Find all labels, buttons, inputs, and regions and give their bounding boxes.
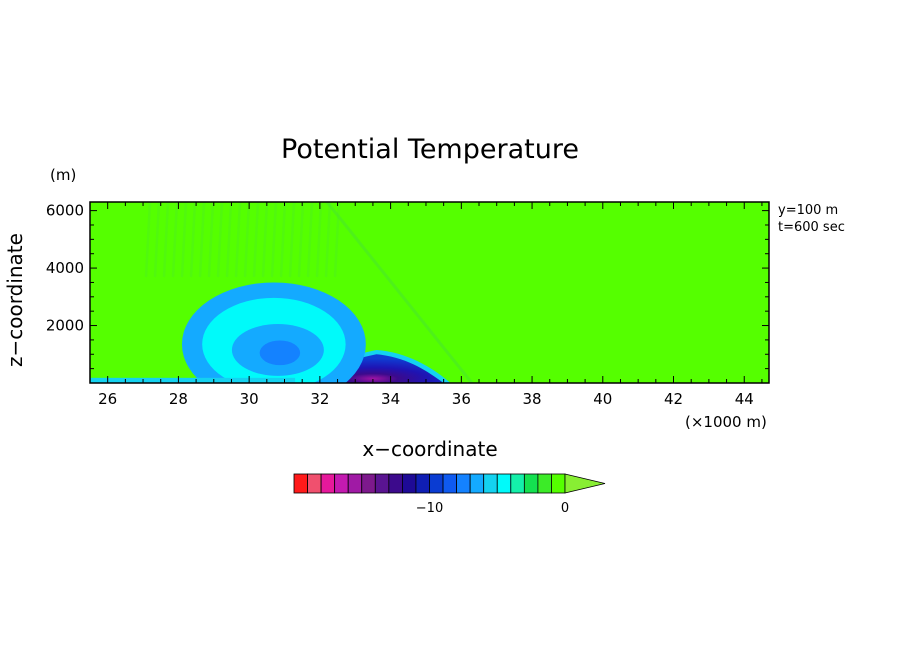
colorbar-swatch xyxy=(551,473,566,494)
x-tick-label: 40 xyxy=(593,390,612,408)
colorbar-swatch xyxy=(456,473,471,494)
field-striation xyxy=(144,202,152,278)
x-tick-label: 42 xyxy=(664,390,683,408)
colorbar-swatch xyxy=(347,473,363,494)
field-striation xyxy=(207,202,215,278)
colorbar-swatch xyxy=(496,473,512,494)
colorbar-swatch xyxy=(374,473,390,494)
x-tick-label: 44 xyxy=(735,390,754,408)
colorbar-swatch xyxy=(442,473,457,494)
field-striation xyxy=(153,202,161,278)
x-axis: 26 28 30 32 34 36 38 40 42 44 xyxy=(89,202,763,408)
colorbar-tick-label: 0 xyxy=(561,501,569,516)
colorbar-swatch xyxy=(320,473,336,494)
field-striation xyxy=(225,202,233,278)
colorbar: −10 0 xyxy=(293,473,606,516)
colorbar-swatch xyxy=(483,473,498,494)
field-striation xyxy=(198,202,206,278)
field-striation xyxy=(243,202,251,278)
field-striation xyxy=(261,202,269,278)
field-striation xyxy=(234,202,242,278)
x-unit-label: (×1000 m) xyxy=(685,413,767,431)
billow-eye xyxy=(259,340,301,366)
colorbar-swatch xyxy=(334,473,349,494)
x-tick-label: 32 xyxy=(310,390,329,408)
colorbar-tick-label: −10 xyxy=(416,501,443,516)
colorbar-swatch xyxy=(307,473,322,494)
field-striation xyxy=(162,202,170,278)
annotation-y: y=100 m xyxy=(778,203,838,218)
y-unit-label: (m) xyxy=(50,166,76,184)
chart-title: Potential Temperature xyxy=(281,134,579,165)
colorbar-swatch xyxy=(415,473,430,494)
y-axis-title: z−coordinate xyxy=(3,233,27,367)
annotation-t: t=600 sec xyxy=(778,220,845,235)
field-striation xyxy=(297,202,305,278)
colorbar-swatch xyxy=(429,473,444,494)
field-striation xyxy=(279,202,287,278)
x-tick-label: 36 xyxy=(452,390,471,408)
y-tick-label: 4000 xyxy=(46,259,84,277)
colorbar-swatch xyxy=(293,473,308,494)
y-tick-label: 6000 xyxy=(46,202,84,220)
colorbar-swatch xyxy=(401,473,417,494)
field-striation xyxy=(315,202,323,278)
surface-layer xyxy=(90,377,296,383)
field-striation xyxy=(252,202,260,278)
temperature-field xyxy=(90,202,769,383)
field-striation xyxy=(270,202,278,278)
colorbar-swatch xyxy=(523,473,539,494)
colorbar-swatch xyxy=(469,473,485,494)
colorbar-swatch xyxy=(510,473,525,494)
field-striation xyxy=(324,202,332,278)
x-axis-title: x−coordinate xyxy=(362,437,497,461)
field-striation xyxy=(189,202,197,278)
field-wavefront xyxy=(325,202,474,383)
y-axis: 2000 4000 6000 xyxy=(46,202,769,370)
field-striation xyxy=(171,202,179,278)
field-striation xyxy=(288,202,296,278)
field-striation xyxy=(216,202,224,278)
x-tick-label: 30 xyxy=(240,390,259,408)
plot-frame xyxy=(89,201,770,384)
x-tick-label: 26 xyxy=(98,390,117,408)
x-tick-label: 28 xyxy=(169,390,188,408)
x-tick-label: 34 xyxy=(381,390,400,408)
field-striation xyxy=(306,202,314,278)
x-tick-label: 38 xyxy=(523,390,542,408)
colorbar-swatch xyxy=(537,473,552,494)
colorbar-swatch xyxy=(361,473,376,494)
y-tick-label: 2000 xyxy=(46,317,84,335)
colorbar-swatch xyxy=(388,473,403,494)
colorbar-extend-arrow xyxy=(564,473,606,494)
field-striation xyxy=(180,202,188,278)
